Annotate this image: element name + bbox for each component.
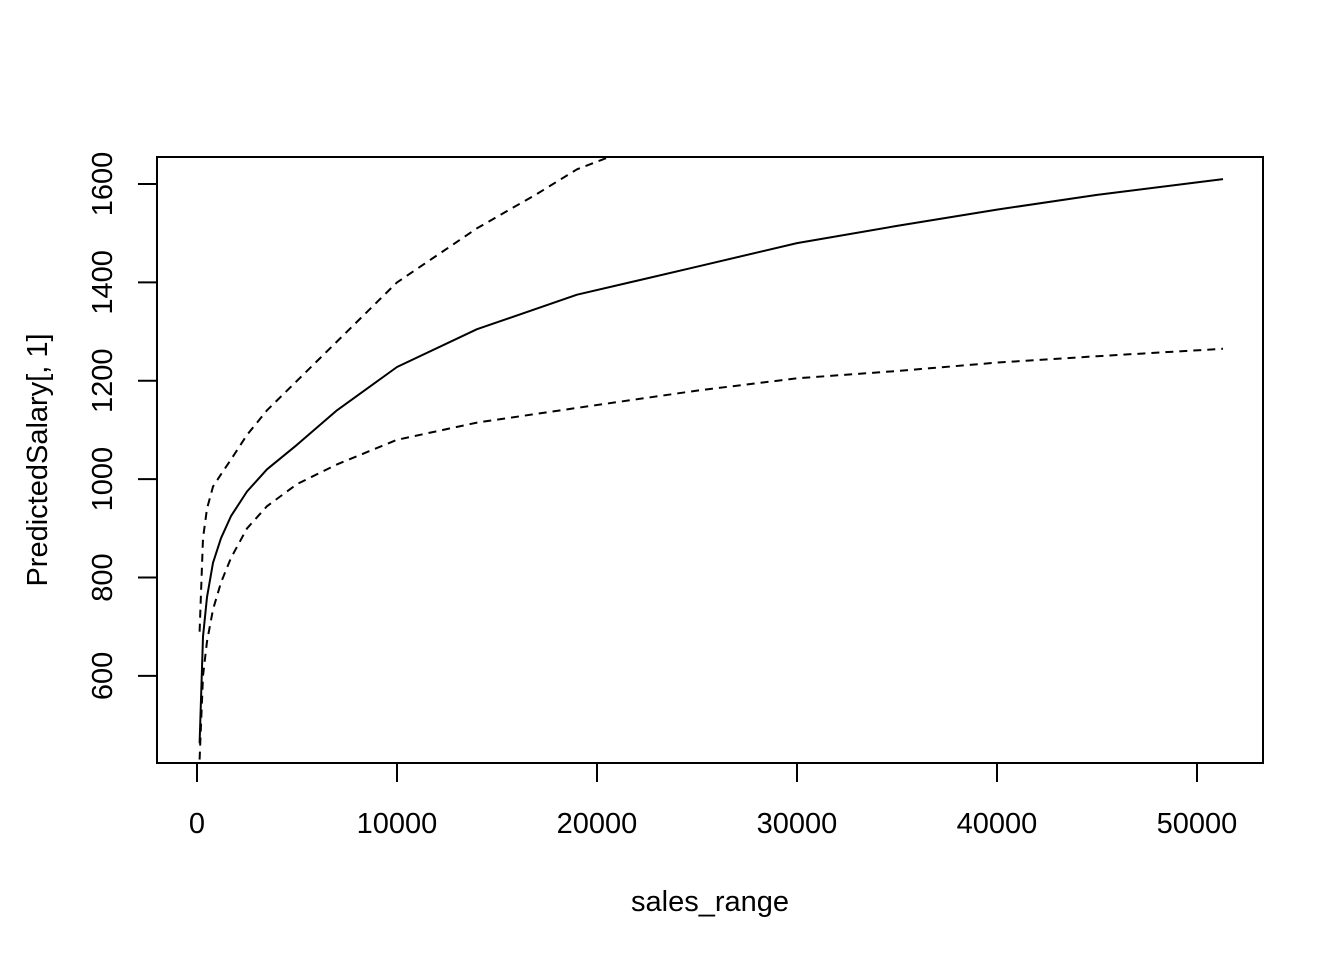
x-tick-label: 20000 xyxy=(557,808,638,840)
y-tick-label: 1400 xyxy=(87,250,119,315)
y-tick-label: 1000 xyxy=(87,447,119,512)
fit-line xyxy=(198,178,1224,744)
y-tick-label: 1600 xyxy=(87,152,119,217)
x-axis: 0 10000 20000 30000 40000 50000 xyxy=(189,762,1238,840)
x-tick-label: 10000 xyxy=(357,808,438,840)
y-tick-label: 1200 xyxy=(87,349,119,414)
y-axis-title: PredictedSalary[, 1] xyxy=(22,333,54,586)
y-tick-label: 600 xyxy=(87,652,119,700)
y-tick-label: 800 xyxy=(87,553,119,601)
y-axis: 600 800 1000 1200 1400 1600 xyxy=(87,152,158,700)
series-layer xyxy=(198,157,1224,760)
lower-bound-line xyxy=(198,347,1224,760)
x-tick-label: 30000 xyxy=(757,808,838,840)
x-axis-title: sales_range xyxy=(631,886,789,918)
upper-bound-line xyxy=(198,157,610,632)
x-tick-label: 40000 xyxy=(957,808,1038,840)
x-tick-label: 0 xyxy=(189,808,205,840)
x-tick-label: 50000 xyxy=(1157,808,1238,840)
plot-frame xyxy=(156,156,1264,764)
